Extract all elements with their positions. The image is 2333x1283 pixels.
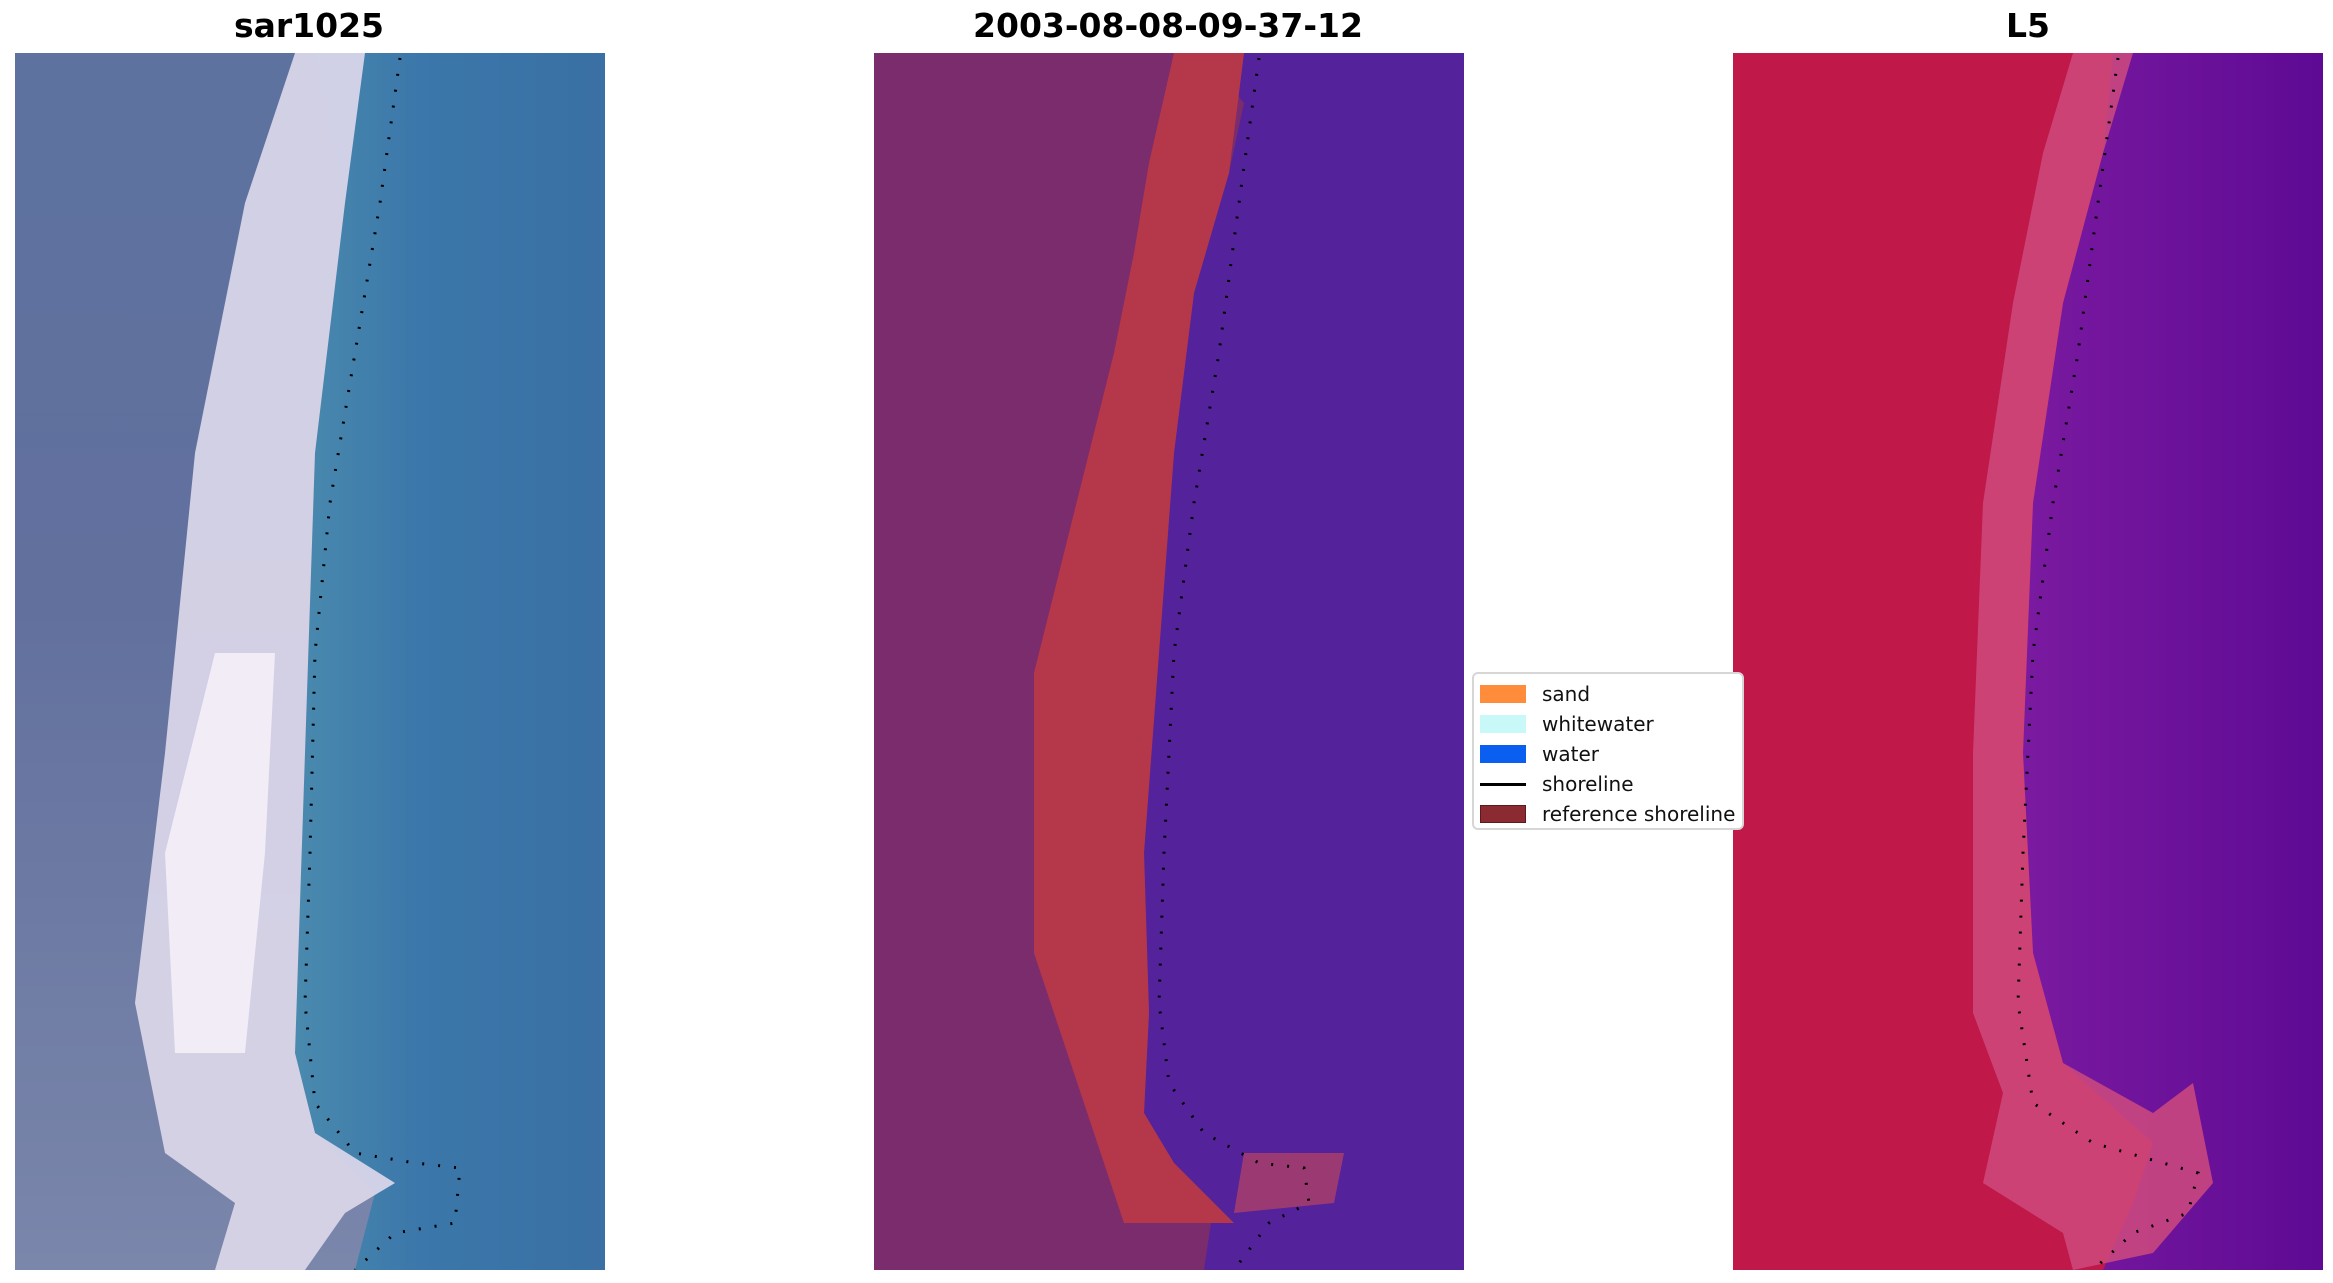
whitewater-swatch <box>1480 715 1526 733</box>
panel-title-index: L5 <box>2006 6 2050 45</box>
shoreline-line-swatch <box>1480 782 1526 786</box>
legend-label-shoreline: shoreline <box>1542 772 1634 796</box>
index-water-area <box>2023 53 2323 1270</box>
water-swatch <box>1480 745 1526 763</box>
class-sandbar <box>1234 1153 1344 1213</box>
legend-item-whitewater: whitewater <box>1480 711 1654 737</box>
classified-image-panel <box>874 53 1464 1270</box>
legend-item-shoreline: shoreline <box>1480 771 1634 797</box>
legend: sand whitewater water shoreline referenc… <box>1472 672 1744 830</box>
rgb-bright-surf <box>165 653 275 1053</box>
legend-item-reference-shoreline: reference shoreline <box>1480 801 1735 827</box>
panel-title-classified: 2003-08-08-09-37-12 <box>973 6 1363 45</box>
rgb-water-area <box>295 53 605 1270</box>
index-beach-area <box>1973 53 2213 1270</box>
panel-title-rgb: sar1025 <box>233 6 385 45</box>
legend-label-sand: sand <box>1542 682 1591 706</box>
legend-item-water: water <box>1480 741 1599 767</box>
class-sand-area <box>1034 53 1244 1223</box>
class-water-area <box>1144 53 1464 1270</box>
legend-label-whitewater: whitewater <box>1542 712 1654 736</box>
reference-shoreline-swatch <box>1480 805 1526 823</box>
sand-swatch <box>1480 685 1526 703</box>
legend-label-reference-shoreline: reference shoreline <box>1542 802 1736 826</box>
legend-item-sand: sand <box>1480 681 1590 707</box>
legend-label-water: water <box>1542 742 1599 766</box>
index-image-panel <box>1733 53 2323 1270</box>
rgb-image-panel <box>15 53 605 1270</box>
